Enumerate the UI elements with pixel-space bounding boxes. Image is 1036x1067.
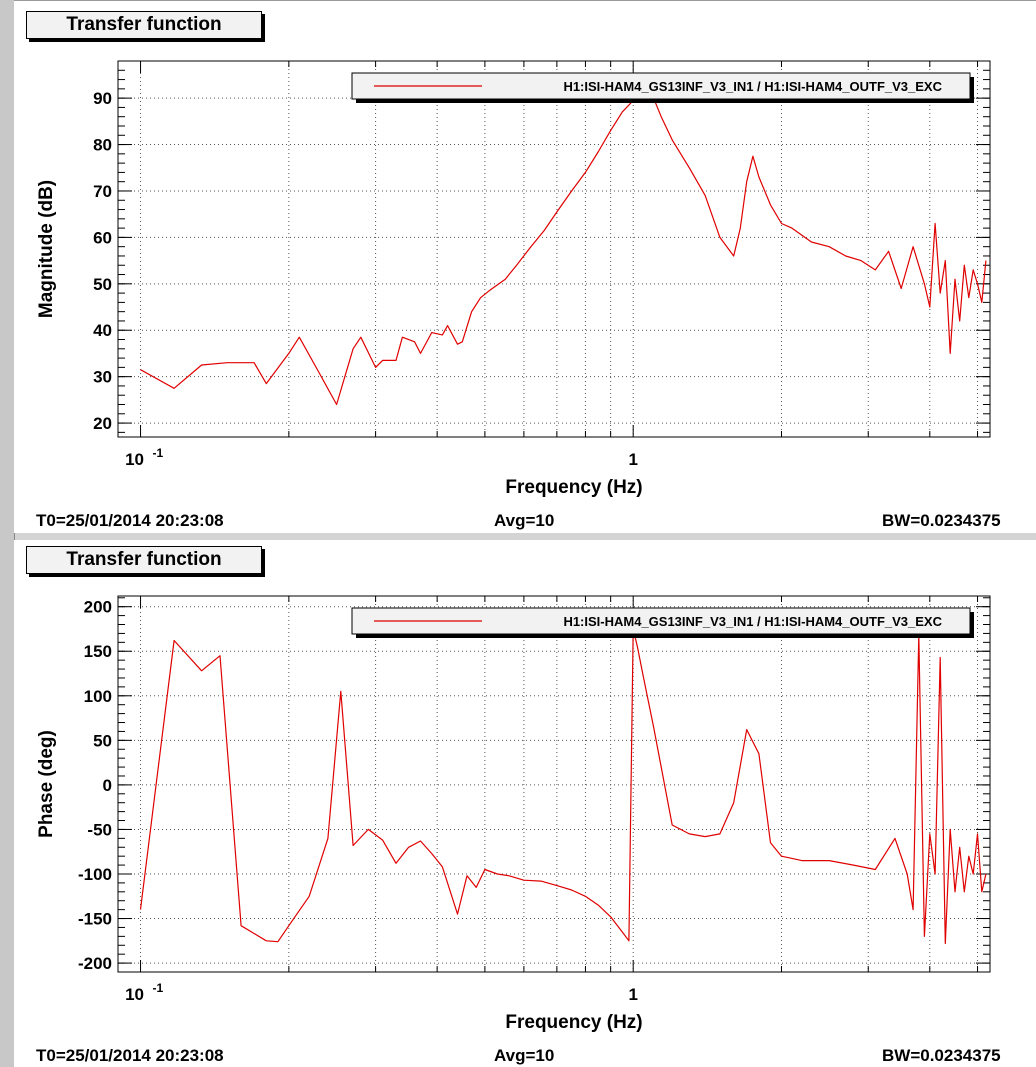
y-tick-label: -200	[78, 954, 112, 973]
plot-title: Transfer function	[26, 11, 262, 39]
y-tick-label: 100	[84, 687, 112, 706]
x-tick-label-exponent: -1	[153, 446, 164, 460]
magnitude-plot-svg: 20 30 40 50 60 70 80 90 10 -1 1 Frequency (Hz) Magni…	[36, 60, 991, 498]
y-tick-label: 150	[84, 642, 112, 661]
phase-plot-svg: -200 -150 -100 -50 0 50 100 150 200 10 -1 1 Frequenc…	[36, 595, 991, 1033]
x-tick-label-exponent: -1	[153, 981, 164, 995]
x-tick-label: 1	[628, 450, 637, 469]
footer-t0: T0=25/01/2014 20:23:08	[36, 1046, 224, 1065]
y-tick-label: 30	[93, 368, 112, 387]
y-tick-label: -50	[87, 820, 112, 839]
y-tick-label: 90	[93, 89, 112, 108]
x-axis-label: Frequency (Hz)	[505, 477, 642, 498]
y-tick-label: 50	[93, 275, 112, 294]
x-tick-label: 10	[125, 985, 144, 1004]
x-tick-label: 10	[125, 450, 144, 469]
plot-frame	[117, 595, 991, 973]
x-tick-label: 1	[628, 985, 637, 1004]
y-tick-label: 80	[93, 136, 112, 155]
background-window-edge	[0, 0, 15, 1067]
x-axis-label: Frequency (Hz)	[505, 1012, 642, 1033]
footer-avg: Avg=10	[494, 1046, 555, 1065]
y-tick-label: -100	[78, 865, 112, 884]
y-tick-label: 200	[84, 598, 112, 617]
y-tick-label: 60	[93, 228, 112, 247]
y-tick-label: 50	[93, 731, 112, 750]
legend-entry: H1:ISI-HAM4_GS13INF_V3_IN1 / H1:ISI-HAM4…	[563, 79, 942, 94]
footer-bw: BW=0.0234375	[882, 1046, 1001, 1065]
y-axis-label: Phase (deg)	[36, 730, 57, 838]
footer-t0: T0=25/01/2014 20:23:08	[36, 511, 224, 530]
y-tick-label: 70	[93, 182, 112, 201]
y-tick-label: 40	[93, 321, 112, 340]
phase-plot-panel[interactable]: -200 -150 -100 -50 0 50 100 150 200 10 -1 1 Frequenc…	[14, 540, 1036, 1067]
legend-entry: H1:ISI-HAM4_GS13INF_V3_IN1 / H1:ISI-HAM4…	[563, 614, 942, 629]
y-tick-label: 0	[103, 776, 112, 795]
plot-frame	[117, 60, 991, 438]
y-tick-label: 20	[93, 414, 112, 433]
y-axis-label: Magnitude (dB)	[36, 180, 57, 318]
footer-avg: Avg=10	[494, 511, 555, 530]
footer-bw: BW=0.0234375	[882, 511, 1001, 530]
y-tick-label: -150	[78, 910, 112, 929]
magnitude-plot-panel[interactable]: 20 30 40 50 60 70 80 90 10 -1 1 Frequency (Hz) Magni…	[14, 0, 1036, 533]
plot-title: Transfer function	[26, 546, 262, 574]
